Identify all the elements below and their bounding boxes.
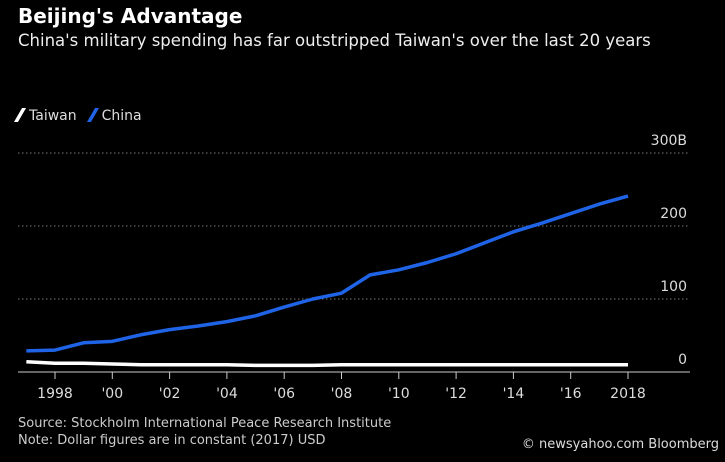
x-tick-label: '04 xyxy=(216,386,238,402)
y-tick-label: 0 xyxy=(678,352,687,368)
x-tick-label: '10 xyxy=(388,386,410,402)
source-note: Source: Stockholm International Peace Re… xyxy=(18,416,392,431)
x-tick-label: 2018 xyxy=(610,386,646,402)
dollar-note: Note: Dollar figures are in constant (20… xyxy=(18,433,326,448)
x-tick-label: 1998 xyxy=(37,386,73,402)
legend-label: China xyxy=(101,108,142,124)
y-tick-label: 200 xyxy=(660,206,687,222)
x-tick-label: '02 xyxy=(159,386,181,402)
legend-label: Taiwan xyxy=(29,108,77,124)
y-tick-label: 300B xyxy=(651,133,687,149)
x-tick-label: '00 xyxy=(101,386,123,402)
series-line-taiwan xyxy=(26,360,628,368)
x-tick-label: '12 xyxy=(445,386,467,402)
x-tick-label: '16 xyxy=(560,386,582,402)
legend: Taiwan China xyxy=(13,108,142,124)
x-tick-label: '06 xyxy=(273,386,295,402)
x-tick-label: '08 xyxy=(331,386,353,402)
legend-item-taiwan: Taiwan xyxy=(13,108,77,124)
x-tick-label: '14 xyxy=(503,386,525,402)
y-tick-label: 100 xyxy=(660,279,687,295)
chart-title: Beijing's Advantage xyxy=(18,4,243,28)
chart-subtitle: China's military spending has far outstr… xyxy=(18,31,651,50)
series-line-china xyxy=(26,194,629,353)
watermark: © newsyahoo.com Bloomberg xyxy=(521,437,719,452)
legend-item-china: China xyxy=(86,108,142,124)
